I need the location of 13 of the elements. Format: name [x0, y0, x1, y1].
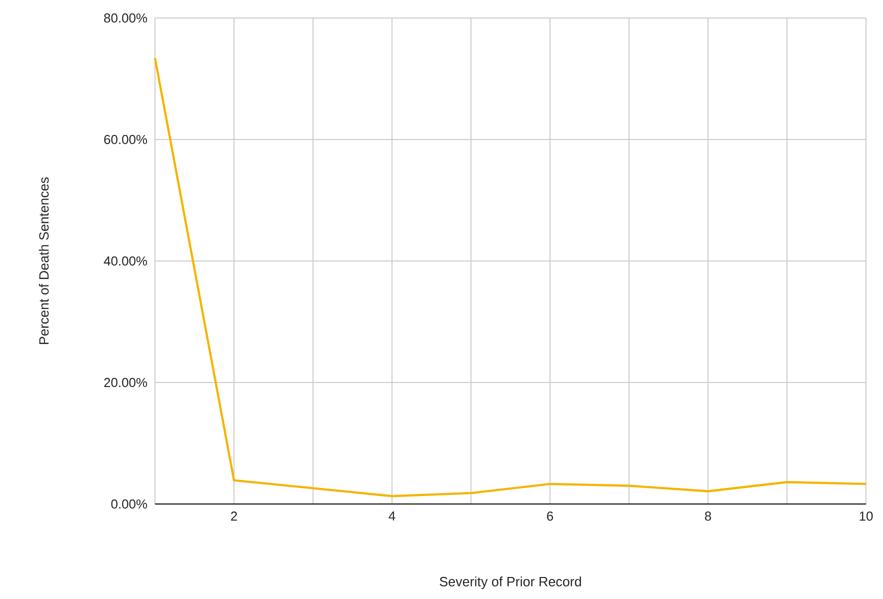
x-tick-label: 2	[231, 512, 237, 521]
x-tick-label: 6	[547, 512, 554, 521]
x-tick-label: 4	[388, 512, 396, 520]
x-tick-label: 10	[860, 512, 873, 521]
y-tick-label: 0.00%	[111, 499, 148, 509]
y-tick-label: 40.00%	[104, 256, 148, 266]
y-tick-label: 80.00%	[104, 13, 148, 23]
y-tick-label: 20.00%	[104, 378, 148, 388]
y-axis-title: Percent of Death Sentences	[38, 177, 49, 344]
line-series	[154, 56, 868, 498]
x-axis-title: Severity of Prior Record	[440, 576, 581, 590]
y-tick-label: 60.00%	[104, 134, 148, 144]
x-tick-label: 8	[704, 512, 712, 521]
